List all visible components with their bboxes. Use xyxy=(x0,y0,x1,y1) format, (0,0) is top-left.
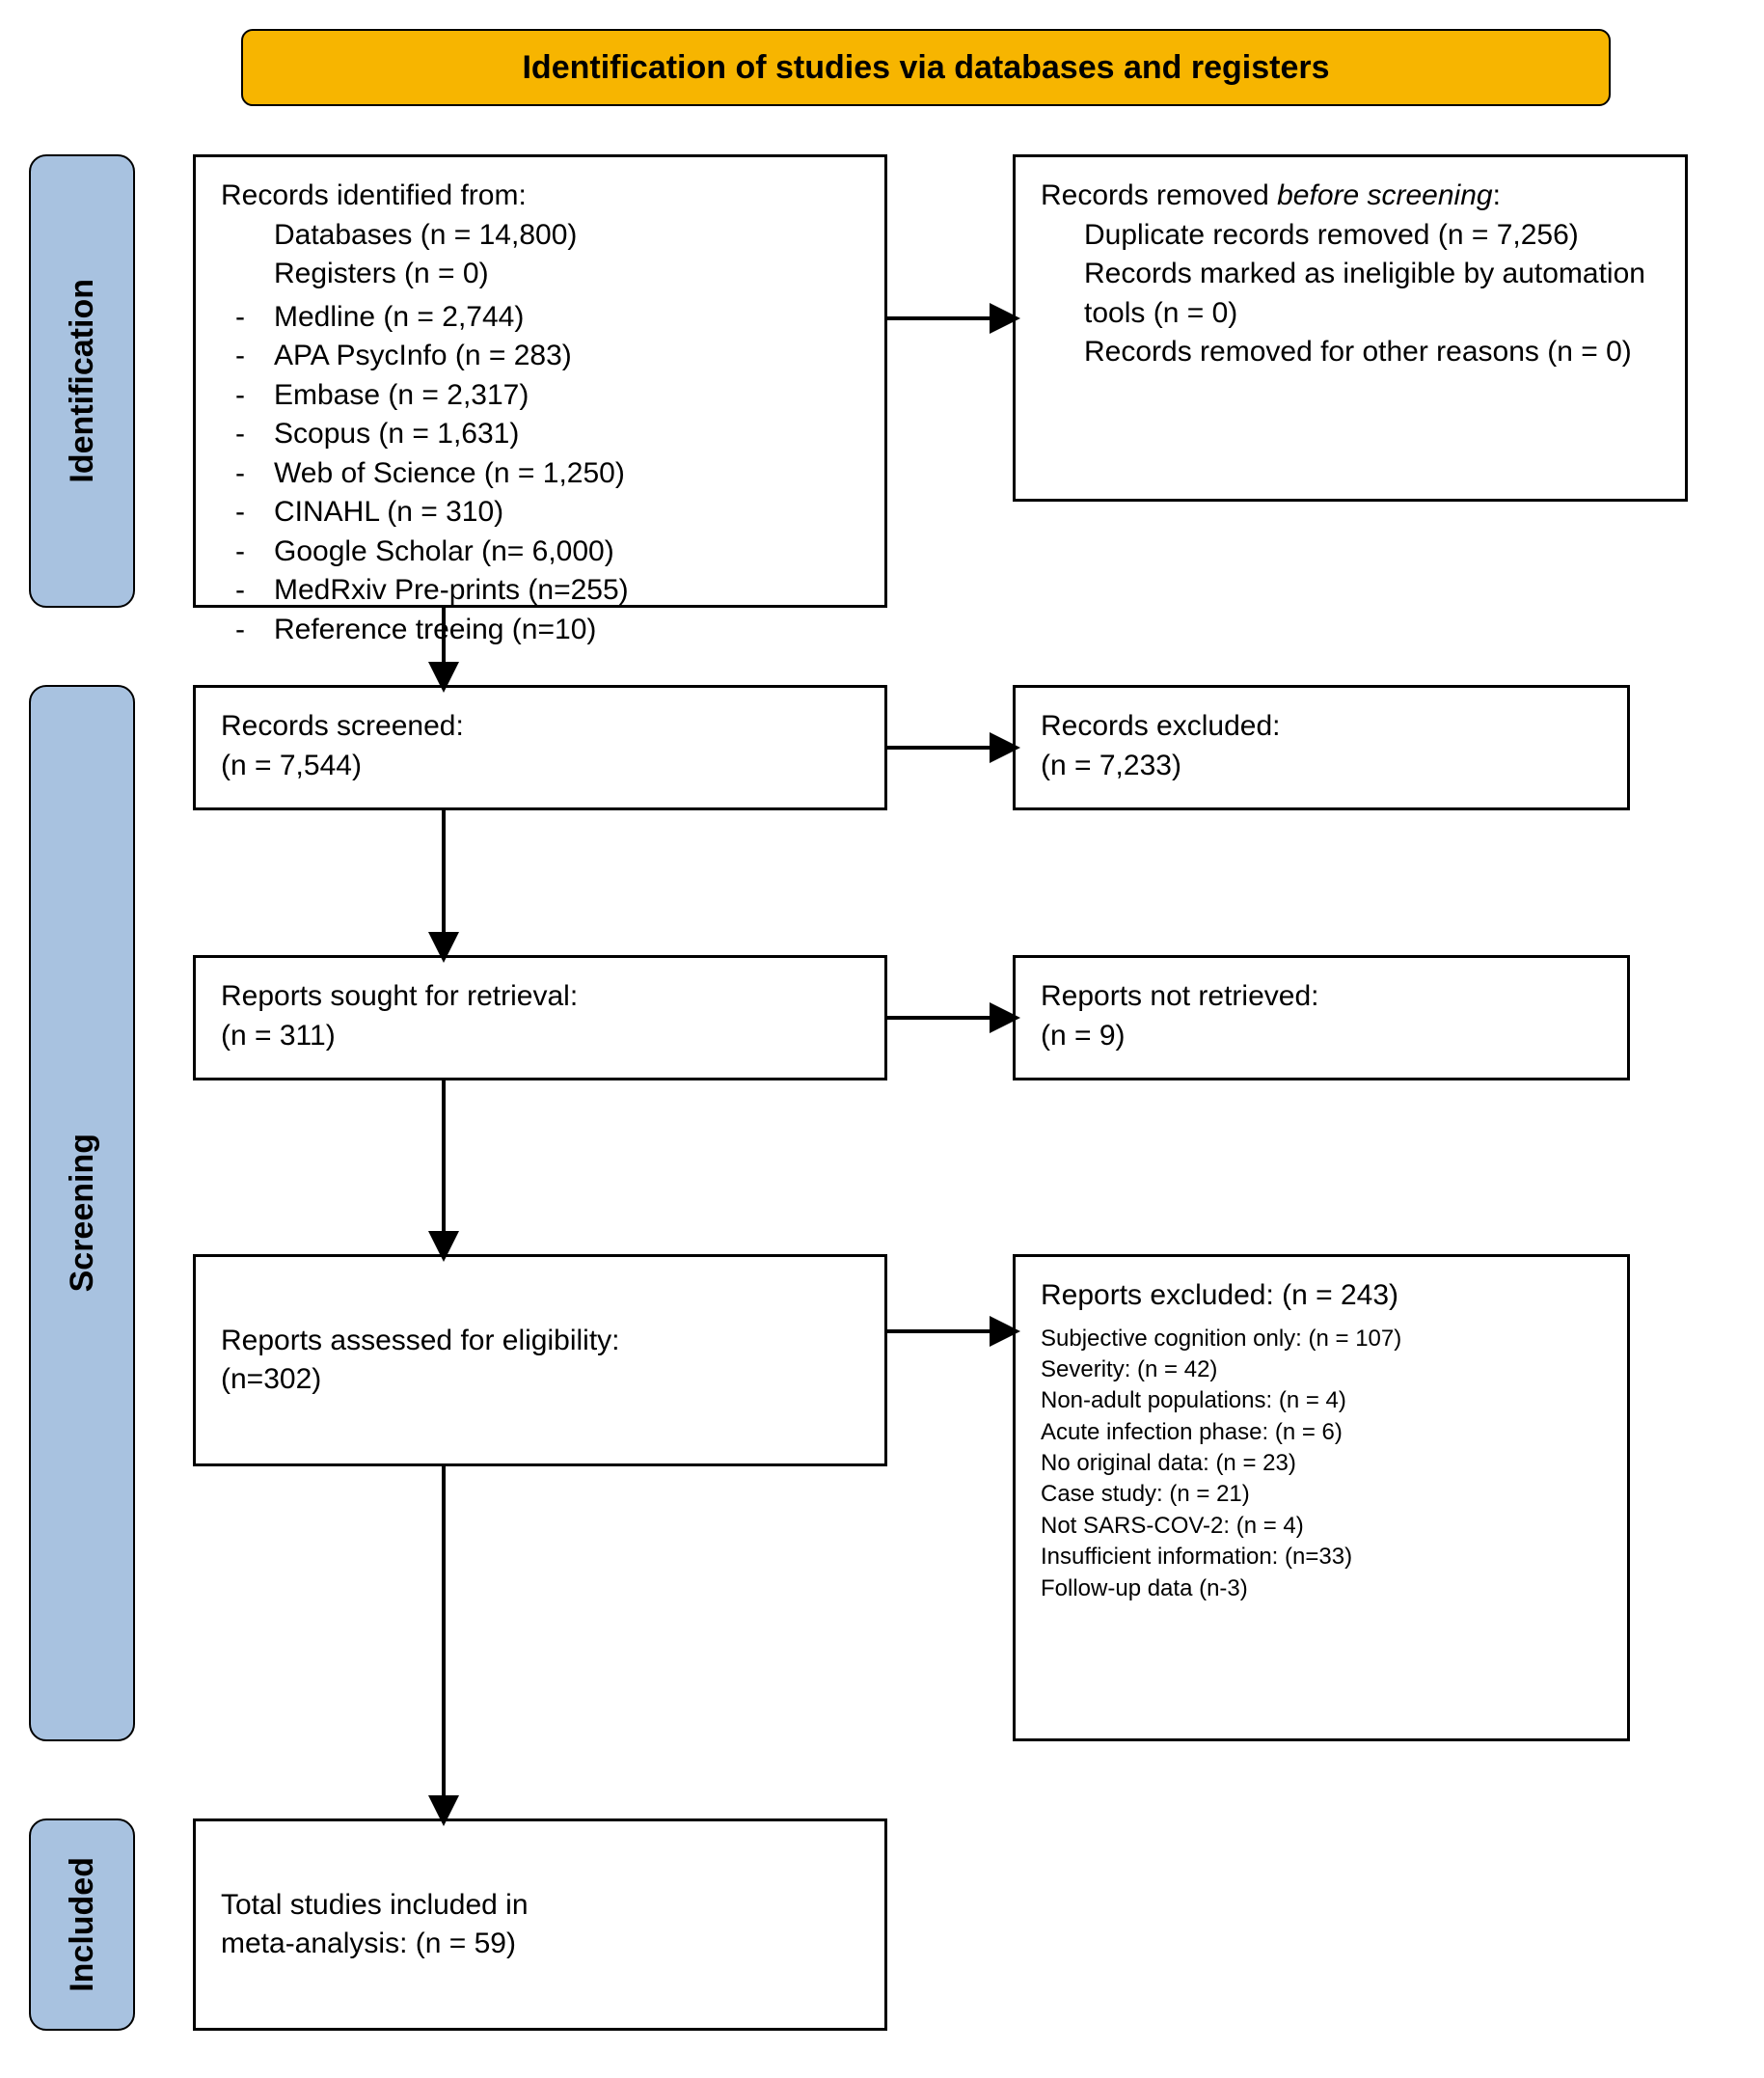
identified-source-item: CINAHL (n = 310) xyxy=(274,493,859,533)
box-studies-included: Total studies included in meta-analysis:… xyxy=(193,1818,887,2031)
box-records-identified: Records identified from: Databases (n = … xyxy=(193,154,887,608)
exclusion-reason: Insufficient information: (n=33) xyxy=(1041,1542,1602,1572)
stage-screening: Screening xyxy=(29,685,135,1741)
identified-line: Databases (n = 14,800) xyxy=(274,216,859,256)
box-reports-sought: Reports sought for retrieval: (n = 311) xyxy=(193,955,887,1080)
exclusion-reason: Non-adult populations: (n = 4) xyxy=(1041,1385,1602,1416)
identified-source-item: Scopus (n = 1,631) xyxy=(274,415,859,454)
box-reports-not-retrieved: Reports not retrieved: (n = 9) xyxy=(1013,955,1630,1080)
box-records-screened: Records screened: (n = 7,544) xyxy=(193,685,887,810)
box-reports-assessed: Reports assessed for eligibility: (n=302… xyxy=(193,1254,887,1466)
identified-line: Registers (n = 0) xyxy=(274,255,859,294)
exclusion-reason: Subjective cognition only: (n = 107) xyxy=(1041,1324,1602,1354)
screened-line2: (n = 7,544) xyxy=(221,747,859,786)
excluded-reasons-list: Subjective cognition only: (n = 107)Seve… xyxy=(1041,1324,1602,1605)
excluded-screened-line1: Records excluded: xyxy=(1041,707,1602,747)
title-text: Identification of studies via databases … xyxy=(522,49,1329,87)
exclusion-reason: No original data: (n = 23) xyxy=(1041,1448,1602,1479)
exclusion-reason: Severity: (n = 42) xyxy=(1041,1354,1602,1385)
exclusion-reason: Acute infection phase: (n = 6) xyxy=(1041,1417,1602,1448)
identified-source-item: APA PsycInfo (n = 283) xyxy=(274,337,859,376)
removed-before-item: Records removed for other reasons (n = 0… xyxy=(1084,333,1660,372)
identified-heading: Records identified from: xyxy=(221,177,859,216)
title-bar: Identification of studies via databases … xyxy=(241,29,1611,106)
removed-before-item: Duplicate records removed (n = 7,256) xyxy=(1084,216,1660,256)
excluded-screened-line2: (n = 7,233) xyxy=(1041,747,1602,786)
assessed-line1: Reports assessed for eligibility: xyxy=(221,1322,859,1361)
removed-before-items: Duplicate records removed (n = 7,256)Rec… xyxy=(1041,216,1660,372)
screened-line1: Records screened: xyxy=(221,707,859,747)
removed-before-item: Records marked as ineligible by automati… xyxy=(1084,255,1660,333)
box-reports-excluded: Reports excluded: (n = 243) Subjective c… xyxy=(1013,1254,1630,1741)
identified-source-item: Reference treeing (n=10) xyxy=(274,611,859,650)
included-line2: meta-analysis: (n = 59) xyxy=(221,1925,859,1964)
stage-identification: Identification xyxy=(29,154,135,608)
not-retrieved-line1: Reports not retrieved: xyxy=(1041,977,1602,1017)
stage-included-label: Included xyxy=(64,1857,101,1992)
stage-included: Included xyxy=(29,1818,135,2031)
removed-before-heading: Records removed before screening: xyxy=(1041,177,1660,216)
identified-source-item: Embase (n = 2,317) xyxy=(274,376,859,416)
exclusion-reason: Follow-up data (n-3) xyxy=(1041,1573,1602,1604)
identified-source-item: Medline (n = 2,744) xyxy=(274,298,859,338)
sought-line2: (n = 311) xyxy=(221,1017,859,1056)
sought-line1: Reports sought for retrieval: xyxy=(221,977,859,1017)
identified-source-item: Web of Science (n = 1,250) xyxy=(274,454,859,494)
stage-identification-label: Identification xyxy=(64,279,101,483)
excluded-assessed-heading: Reports excluded: (n = 243) xyxy=(1041,1276,1602,1316)
assessed-line2: (n=302) xyxy=(221,1360,859,1400)
identified-sources-list: Medline (n = 2,744)APA PsycInfo (n = 283… xyxy=(221,298,859,650)
not-retrieved-line2: (n = 9) xyxy=(1041,1017,1602,1056)
prisma-flowchart: Identification of studies via databases … xyxy=(29,29,1735,2049)
stage-screening-label: Screening xyxy=(64,1134,101,1292)
identified-source-item: Google Scholar (n= 6,000) xyxy=(274,533,859,572)
box-removed-before-screening: Records removed before screening: Duplic… xyxy=(1013,154,1688,502)
exclusion-reason: Not SARS-COV-2: (n = 4) xyxy=(1041,1511,1602,1542)
box-records-excluded: Records excluded: (n = 7,233) xyxy=(1013,685,1630,810)
included-line1: Total studies included in xyxy=(221,1886,859,1926)
identified-source-item: MedRxiv Pre-prints (n=255) xyxy=(274,571,859,611)
exclusion-reason: Case study: (n = 21) xyxy=(1041,1479,1602,1510)
